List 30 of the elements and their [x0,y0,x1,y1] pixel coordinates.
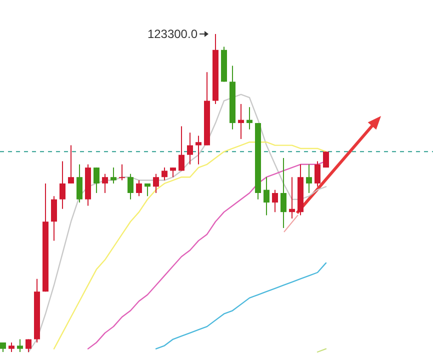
candlestick [26,338,32,352]
candlestick [119,164,125,181]
candlestick [17,338,23,352]
candlestick [196,135,202,165]
candlestick [76,164,82,204]
candlestick [128,173,134,200]
candlestick [60,160,66,210]
candlestick [272,189,278,213]
candlestick [178,126,184,172]
candlestick [144,182,150,197]
candlestick [68,144,74,184]
candlestick [289,176,295,219]
annotation: 123300.0 [147,27,198,41]
candlestick [314,160,320,188]
candlestick [110,167,116,184]
candlestick [280,158,286,228]
candlestick [187,132,193,165]
candlestick [264,176,270,216]
candlestick [51,196,57,242]
candlestick [94,167,100,194]
candlestick [238,103,244,140]
candlestick [136,180,142,197]
candlestick [102,173,108,194]
candlestick [323,151,329,168]
candlestick [162,167,168,181]
candlestick [170,167,176,178]
candlestick [246,106,252,130]
candlestick [8,342,14,352]
candlestick [306,164,312,194]
candlestick [153,173,159,194]
